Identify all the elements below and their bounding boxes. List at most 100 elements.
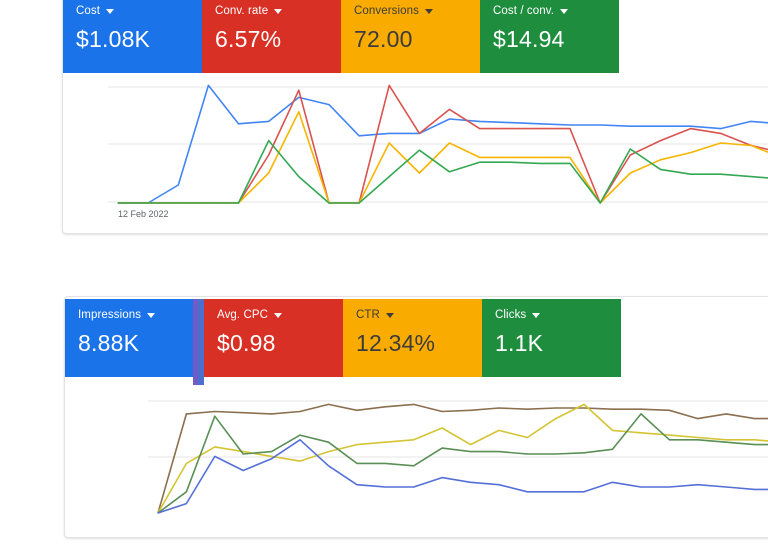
data-point bbox=[418, 132, 420, 134]
metric-tile-conv-rate[interactable]: Conv. rate 6.57% bbox=[202, 0, 341, 73]
data-point bbox=[358, 202, 360, 204]
data-point bbox=[356, 443, 358, 446]
data-point bbox=[659, 125, 662, 127]
data-point bbox=[271, 413, 273, 415]
metric-label: Conv. rate bbox=[215, 5, 269, 17]
data-point bbox=[299, 439, 301, 441]
data-point bbox=[271, 455, 273, 457]
data-point bbox=[725, 413, 727, 415]
data-point bbox=[539, 128, 541, 130]
data-point bbox=[583, 403, 585, 406]
metric-tile-ctr[interactable]: CTR 12.34% bbox=[343, 299, 482, 377]
metric-value: 72.00 bbox=[354, 26, 413, 52]
caret-down-icon[interactable] bbox=[385, 313, 394, 318]
data-point bbox=[356, 409, 358, 411]
data-point bbox=[569, 124, 571, 126]
data-point bbox=[268, 154, 270, 156]
data-point bbox=[214, 410, 216, 413]
data-point bbox=[539, 156, 541, 158]
series-line-3 bbox=[157, 413, 768, 514]
data-point bbox=[753, 439, 756, 441]
data-point bbox=[753, 418, 756, 420]
data-point bbox=[697, 484, 699, 486]
data-point bbox=[640, 408, 642, 410]
data-point bbox=[469, 481, 472, 483]
data-point bbox=[697, 418, 699, 420]
data-point bbox=[388, 84, 390, 86]
metric-tiles: Cost $1.08K Conv. rate 6.57% Conversions… bbox=[63, 0, 619, 73]
data-point bbox=[298, 176, 300, 178]
data-point bbox=[418, 172, 420, 174]
performance-card-conversions: Cost $1.08K Conv. rate 6.57% Conversions… bbox=[62, 0, 768, 234]
metric-tile-cost-per-conv[interactable]: Cost / conv. $14.94 bbox=[480, 0, 619, 73]
caret-down-icon[interactable] bbox=[147, 313, 156, 318]
data-point bbox=[384, 462, 386, 465]
metric-label: Conversions bbox=[354, 5, 420, 17]
caret-down-icon[interactable] bbox=[106, 9, 115, 14]
data-point bbox=[569, 156, 571, 158]
data-point bbox=[185, 502, 188, 505]
data-point bbox=[413, 465, 415, 467]
metric-value: 1.1K bbox=[495, 330, 544, 356]
data-point bbox=[384, 406, 386, 408]
data-point bbox=[599, 124, 601, 126]
metric-tiles: Impressions 8.88K Avg. CPC $0.98 CTR 12.… bbox=[65, 299, 621, 385]
data-point bbox=[469, 451, 472, 453]
data-point bbox=[526, 408, 528, 410]
data-point bbox=[207, 84, 210, 86]
caret-down-icon[interactable] bbox=[532, 313, 541, 318]
caret-down-icon[interactable] bbox=[274, 313, 283, 318]
data-point bbox=[668, 409, 670, 411]
separator-strip-blue bbox=[198, 299, 204, 385]
data-point bbox=[583, 491, 585, 493]
data-point bbox=[509, 156, 511, 158]
data-point bbox=[268, 172, 270, 174]
data-point bbox=[697, 436, 699, 439]
data-point bbox=[327, 441, 330, 443]
data-point bbox=[583, 407, 585, 409]
data-point bbox=[720, 173, 722, 175]
data-point bbox=[750, 144, 752, 146]
data-point bbox=[299, 434, 301, 436]
data-point bbox=[157, 512, 159, 514]
metric-value: $14.94 bbox=[493, 26, 565, 52]
data-point bbox=[299, 460, 301, 462]
data-point bbox=[413, 403, 415, 406]
metric-label: Avg. CPC bbox=[217, 309, 269, 321]
data-point bbox=[753, 443, 756, 446]
data-point bbox=[413, 486, 415, 488]
data-point bbox=[725, 441, 727, 443]
metric-tile-conversions[interactable]: Conversions 72.00 bbox=[341, 0, 480, 73]
data-point bbox=[441, 447, 443, 449]
data-point bbox=[214, 415, 216, 417]
metric-tile-avg-cpc[interactable]: Avg. CPC $0.98 bbox=[204, 299, 343, 377]
data-point bbox=[569, 162, 571, 164]
data-point bbox=[441, 410, 443, 413]
data-point bbox=[750, 176, 752, 178]
data-point bbox=[214, 455, 216, 457]
metric-tile-cost[interactable]: Cost $1.08K bbox=[63, 0, 202, 73]
caret-down-icon[interactable] bbox=[560, 9, 569, 14]
data-point bbox=[659, 140, 662, 142]
data-point bbox=[611, 448, 614, 450]
data-point bbox=[327, 403, 330, 406]
data-point bbox=[185, 413, 188, 415]
data-point bbox=[298, 89, 300, 91]
data-point bbox=[441, 427, 443, 429]
data-point bbox=[509, 128, 511, 130]
data-point bbox=[720, 128, 722, 130]
metric-value: $1.08K bbox=[76, 26, 151, 52]
data-point bbox=[207, 202, 210, 204]
data-point bbox=[327, 451, 330, 453]
data-point bbox=[720, 132, 722, 134]
data-point bbox=[299, 410, 301, 413]
data-point bbox=[599, 202, 601, 204]
data-point bbox=[659, 168, 662, 170]
metric-tile-impressions[interactable]: Impressions 8.88K bbox=[65, 299, 193, 377]
metric-tile-clicks[interactable]: Clicks 1.1K bbox=[482, 299, 621, 377]
caret-down-icon[interactable] bbox=[425, 9, 434, 14]
data-point bbox=[498, 407, 500, 409]
performance-card-traffic: Impressions 8.88K Avg. CPC $0.98 CTR 12.… bbox=[64, 296, 768, 538]
caret-down-icon[interactable] bbox=[274, 9, 283, 14]
data-point bbox=[177, 202, 179, 204]
